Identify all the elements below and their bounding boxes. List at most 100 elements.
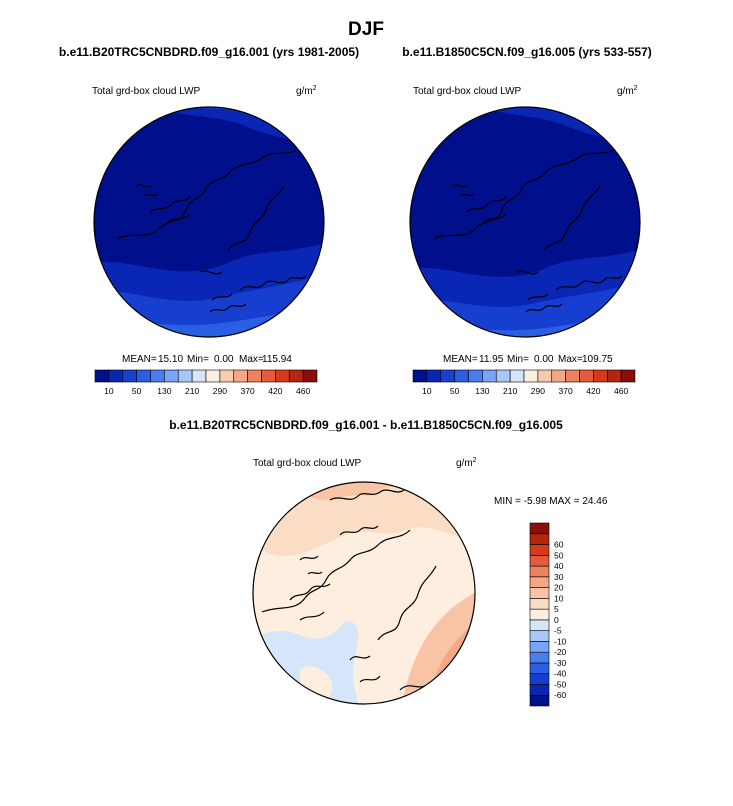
panel-difference: b.e11.B20TRC5CNBDRD.f09_g16.001 - b.e11.… [169, 418, 608, 707]
variable-label-diff: Total grd-box cloud LWP [253, 458, 362, 469]
min-label-right: Min= [507, 354, 529, 365]
colorbar-swatch-diff-1 [529, 684, 550, 696]
colorbar-swatch-right-2 [440, 369, 455, 383]
panel-left: b.e11.B20TRC5CNBDRD.f09_g16.001 (yrs 198… [59, 45, 359, 396]
colorbar-tick-right-2: 130 [475, 386, 489, 396]
colorbar-swatch-right-4 [468, 369, 483, 383]
colorbar-swatch-left-2 [122, 369, 137, 383]
colorbar-swatch-left-9 [219, 369, 235, 383]
minmax-label-diff: MIN = -5.98 MAX = 24.46 [494, 496, 608, 507]
colorbar-swatch-right-9 [537, 369, 553, 383]
colorbar-swatch-left-10 [233, 369, 248, 383]
colorbar-swatch-diff-10 [529, 587, 550, 599]
colorbar-swatch-right-13 [593, 369, 608, 383]
case-title-left: b.e11.B20TRC5CNBDRD.f09_g16.001 (yrs 198… [59, 45, 359, 59]
colorbar-tick-left-3: 210 [185, 386, 199, 396]
colorbar-swatch-diff-8 [529, 608, 550, 621]
map-border-diff [252, 481, 476, 705]
colorbar-swatch-diff-6 [529, 630, 550, 642]
colorbar-swatch-left-13 [275, 369, 290, 383]
colorbar-right: 10 50 130 210 290 370 420 460 [412, 369, 636, 396]
colorbar-tick-diff-6: -5 [554, 626, 562, 636]
colorbar-swatch-diff-4 [529, 651, 550, 664]
colorbar-swatch-left-4 [150, 369, 165, 383]
mean-label-left: MEAN= [122, 354, 157, 365]
colorbar-swatch-diff-11 [529, 576, 550, 588]
variable-label-left: Total grd-box cloud LWP [92, 86, 201, 97]
colorbar-swatch-right-1 [426, 369, 442, 383]
colorbar-swatch-left-15 [302, 369, 318, 383]
colorbar-tick-diff-9: 10 [554, 593, 564, 603]
max-value-right: 109.75 [582, 354, 613, 365]
map-right [410, 107, 640, 337]
units-label-left: g/m2 [296, 85, 317, 97]
colorbar-swatch-left-3 [136, 369, 151, 383]
stats-right: MEAN= 11.95 Min= 0.00 Max= 109.75 [443, 354, 613, 365]
map-border-right [409, 106, 641, 338]
colorbar-swatch-right-8 [523, 369, 539, 383]
colorbar-tick-right-0: 10 [422, 386, 432, 396]
colorbar-swatch-left-14 [288, 369, 304, 383]
colorbar-tick-right-3: 210 [503, 386, 517, 396]
colorbar-swatch-left-6 [177, 369, 193, 383]
colorbar-swatch-right-3 [454, 369, 469, 383]
colorbar-tick-diff-13: 50 [554, 550, 564, 560]
map-border-left [93, 106, 325, 338]
colorbar-tick-left-7: 460 [296, 386, 310, 396]
colorbar-swatch-diff-16 [529, 522, 550, 535]
colorbar-tick-left-4: 290 [213, 386, 227, 396]
colorbar-swatch-left-0 [94, 369, 110, 383]
min-value-left: 0.00 [214, 354, 234, 365]
colorbar-swatch-diff-5 [529, 641, 550, 653]
mean-value-right: 11.95 [479, 354, 504, 365]
colorbar-tick-diff-8: 5 [554, 604, 559, 614]
colorbar-tick-right-5: 370 [559, 386, 573, 396]
mean-label-right: MEAN= [443, 354, 478, 365]
colorbar-tick-diff-5: -10 [554, 636, 567, 646]
map-difference [253, 482, 475, 704]
colorbar-tick-diff-7: 0 [554, 615, 559, 625]
max-label-left: Max= [239, 354, 264, 365]
figure-title: DJF [348, 19, 384, 40]
mean-value-left: 15.10 [158, 354, 183, 365]
colorbar-tick-left-1: 50 [132, 386, 142, 396]
panel-right: b.e11.B1850C5CN.f09_g16.005 (yrs 533-557… [402, 45, 652, 396]
colorbar-swatch-right-11 [565, 369, 580, 383]
colorbar-swatch-diff-3 [529, 662, 550, 675]
colorbar-tick-left-5: 370 [241, 386, 255, 396]
colorbar-swatch-left-11 [247, 369, 262, 383]
colorbar-swatch-left-7 [191, 369, 207, 383]
colorbar-tick-right-6: 420 [586, 386, 600, 396]
coastlines-right [433, 149, 623, 313]
min-value-right: 0.00 [534, 354, 554, 365]
colorbar-swatch-left-8 [205, 369, 221, 383]
colorbar-tick-diff-1: -50 [554, 679, 567, 689]
colorbar-tick-diff-14: 60 [554, 540, 564, 550]
colorbar-swatch-diff-2 [529, 673, 550, 685]
colorbar-tick-diff-10: 20 [554, 583, 564, 593]
colorbar-swatch-left-12 [261, 369, 276, 383]
colorbar-swatch-right-6 [495, 369, 511, 383]
coastlines-left [117, 149, 307, 313]
colorbar-swatch-right-14 [606, 369, 622, 383]
max-label-right: Max= [558, 354, 583, 365]
colorbar-tick-right-4: 290 [531, 386, 545, 396]
colorbar-swatch-diff-12 [529, 565, 550, 578]
colorbar-swatch-right-12 [579, 369, 594, 383]
colorbar-tick-right-7: 460 [614, 386, 628, 396]
colorbar-swatch-diff-15 [529, 533, 550, 545]
colorbar-tick-diff-3: -30 [554, 658, 567, 668]
colorbar-swatch-diff-0 [529, 694, 550, 707]
max-value-left: 115.94 [262, 354, 292, 365]
colorbar-swatch-right-10 [551, 369, 566, 383]
colorbar-swatch-right-0 [412, 369, 428, 383]
map-left [94, 107, 324, 337]
min-label-left: Min= [187, 354, 209, 365]
units-label-right: g/m2 [617, 85, 638, 97]
colorbar-swatch-diff-7 [529, 619, 550, 631]
colorbar-swatch-diff-13 [529, 554, 550, 567]
colorbar-tick-diff-2: -40 [554, 669, 567, 679]
units-label-diff: g/m2 [456, 457, 477, 469]
